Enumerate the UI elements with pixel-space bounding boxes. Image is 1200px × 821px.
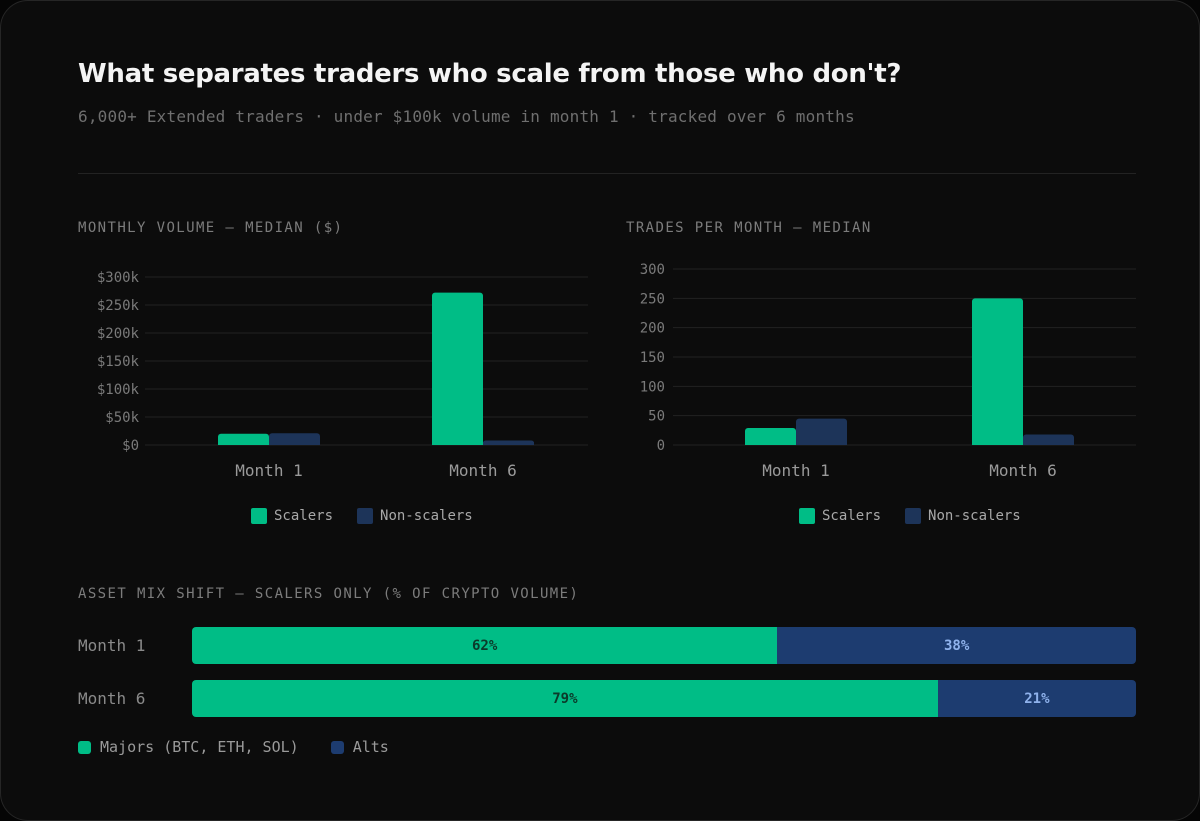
trades-legend: Scalers Non-scalers	[799, 508, 1045, 524]
x-category-label: Month 1	[235, 461, 302, 480]
volume-chart-title: MONTHLY VOLUME — MEDIAN ($)	[78, 220, 344, 236]
bar-base	[796, 442, 847, 445]
y-tick-label: 200	[640, 321, 665, 337]
y-tick-label: 250	[640, 291, 665, 307]
legend-item-scalers: Scalers	[251, 508, 333, 524]
asset-mix-segment-alts: 38%	[777, 627, 1136, 664]
y-tick-label: $300k	[97, 270, 140, 286]
asset-mix-segment-majors: 79%	[192, 680, 938, 717]
bar-scalers-month-6	[432, 292, 483, 445]
legend-item-non-scalers: Non-scalers	[905, 508, 1021, 524]
x-category-label: Month 6	[989, 461, 1056, 480]
page-title: What separates traders who scale from th…	[78, 59, 902, 89]
asset-mix-bar-month-6: 79% 21%	[192, 680, 1136, 717]
legend-swatch-non-scalers	[357, 508, 374, 524]
bar-base	[218, 442, 269, 445]
y-tick-label: 0	[657, 438, 665, 454]
y-tick-label: $0	[122, 438, 139, 454]
asset-mix-bar-month-1: 62% 38%	[192, 627, 1136, 664]
volume-chart: $0 $50k $100k $150k $200k $250k $300k Month 1 Mo…	[97, 270, 588, 480]
y-tick-label: 150	[640, 350, 665, 366]
asset-mix-segment-alts: 21%	[937, 680, 1136, 717]
legend-swatch-majors	[78, 740, 91, 754]
asset-mix-row-label-month-1: Month 1	[78, 636, 146, 655]
x-category-label: Month 6	[449, 461, 516, 480]
legend-label-non-scalers: Non-scalers	[380, 508, 473, 524]
y-tick-label: $200k	[97, 326, 140, 342]
asset-mix-segment-majors: 62%	[192, 627, 778, 664]
legend-label-majors: Majors (BTC, ETH, SOL)	[100, 738, 299, 756]
header-divider	[78, 173, 1136, 174]
legend-swatch-alts	[330, 740, 344, 754]
y-tick-label: 100	[640, 379, 665, 395]
trades-chart: 0 50 100 150 200 250 300 Month 1 Month 6	[640, 262, 1136, 480]
y-tick-label: 50	[648, 409, 665, 425]
bar-base	[269, 442, 320, 445]
legend-item-non-scalers: Non-scalers	[357, 508, 473, 524]
asset-mix-title: ASSET MIX SHIFT — SCALERS ONLY (% OF CRY…	[78, 586, 580, 602]
asset-mix-row-label-month-6: Month 6	[78, 689, 146, 708]
bar-base	[745, 442, 796, 445]
legend-label-non-scalers: Non-scalers	[928, 508, 1021, 524]
page-subtitle: 6,000+ Extended traders · under $100k vo…	[78, 107, 855, 126]
y-tick-label: 300	[640, 262, 665, 278]
legend-swatch-scalers	[251, 508, 267, 524]
x-category-label: Month 1	[762, 461, 829, 480]
y-tick-label: $100k	[97, 382, 140, 398]
volume-legend: Scalers Non-scalers	[251, 508, 497, 524]
legend-item-majors: Majors (BTC, ETH, SOL)	[78, 738, 299, 756]
legend-item-alts: Alts	[330, 738, 389, 756]
legend-label-alts: Alts	[352, 738, 389, 756]
asset-mix-legend: Majors (BTC, ETH, SOL) Alts	[78, 738, 421, 756]
y-tick-label: $50k	[105, 410, 139, 426]
bar-base	[432, 442, 483, 445]
bar-scalers-month-6	[972, 298, 1023, 445]
legend-label-scalers: Scalers	[274, 508, 334, 524]
bar-base	[972, 442, 1023, 445]
y-tick-label: $250k	[97, 298, 140, 314]
trades-chart-title: TRADES PER MONTH — MEDIAN	[626, 220, 872, 236]
y-tick-label: $150k	[97, 354, 140, 370]
bar-base	[483, 442, 534, 445]
bar-scalers-month-1	[745, 427, 796, 445]
bar-base	[1023, 442, 1074, 445]
legend-swatch-scalers	[799, 508, 815, 524]
bar-non-scalers-month-1	[796, 418, 847, 445]
legend-item-scalers: Scalers	[799, 508, 881, 524]
legend-label-scalers: Scalers	[822, 508, 882, 524]
legend-swatch-non-scalers	[905, 508, 922, 524]
